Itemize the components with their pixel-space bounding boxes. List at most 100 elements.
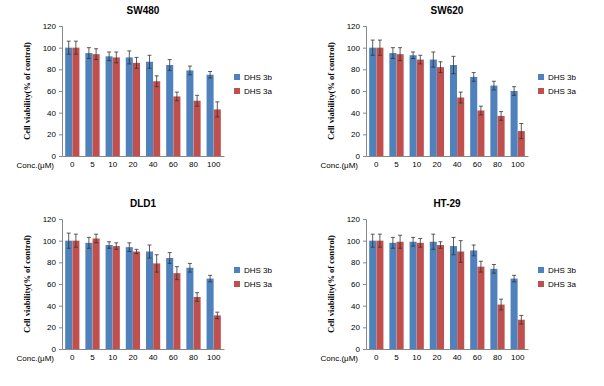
legend-item: DHS 3b <box>538 266 577 275</box>
legend-swatch <box>538 281 544 287</box>
legend-item: DHS 3b <box>538 73 577 82</box>
y-tick: 60 <box>47 87 62 96</box>
error-cap <box>114 52 118 53</box>
error-stem <box>88 237 89 248</box>
error-cap <box>94 59 98 60</box>
legend-swatch <box>234 281 240 287</box>
error-cap <box>188 263 192 264</box>
error-bar <box>114 52 118 63</box>
x-tick: 0 <box>70 349 75 362</box>
error-stem <box>372 40 373 55</box>
bar <box>470 77 477 156</box>
x-tick: 80 <box>493 156 502 169</box>
error-cap <box>67 248 71 249</box>
error-cap <box>378 40 382 41</box>
y-tick-mark <box>59 69 62 70</box>
x-tick: 100 <box>207 156 221 169</box>
error-cap <box>168 263 172 264</box>
error-cap <box>135 249 139 250</box>
error-cap <box>371 55 375 56</box>
y-tick-label: 120 <box>43 22 57 31</box>
error-stem <box>392 237 393 248</box>
y-tick-mark <box>59 349 62 350</box>
error-bar <box>175 92 179 101</box>
error-cap <box>215 101 219 102</box>
legend-item: DHS 3b <box>234 73 273 82</box>
error-cap <box>519 324 523 325</box>
error-cap <box>107 248 111 249</box>
error-cap <box>472 81 476 82</box>
error-stem <box>96 49 97 60</box>
bar <box>113 57 120 156</box>
error-cap <box>168 59 172 60</box>
error-bar <box>127 51 131 64</box>
error-cap <box>411 58 415 59</box>
error-cap <box>74 54 78 55</box>
x-tick-label: 80 <box>189 353 198 362</box>
error-stem <box>493 81 494 90</box>
error-bar <box>439 62 443 73</box>
bar <box>389 243 396 349</box>
y-tick-mark <box>59 241 62 242</box>
legend-swatch <box>234 88 240 94</box>
error-bar <box>94 234 98 243</box>
bar <box>490 269 497 349</box>
y-tick: 60 <box>351 280 366 289</box>
error-bar <box>431 234 435 249</box>
error-cap <box>472 245 476 246</box>
bar <box>470 250 477 349</box>
error-cap <box>74 234 78 235</box>
y-axis-line <box>363 220 367 350</box>
error-bar <box>472 73 476 82</box>
error-bar <box>499 299 503 310</box>
error-cap <box>215 318 219 319</box>
x-tick-label: 100 <box>207 160 221 169</box>
x-tick: 60 <box>473 156 482 169</box>
bar <box>106 245 113 349</box>
error-bar <box>479 106 483 115</box>
error-stem <box>501 112 502 121</box>
series <box>72 234 220 349</box>
x-tick-label: 0 <box>374 160 379 169</box>
bar <box>153 81 160 156</box>
error-stem <box>169 60 170 71</box>
error-stem <box>116 243 117 250</box>
error-cap <box>371 234 375 235</box>
error-cap <box>175 279 179 280</box>
error-stem <box>189 263 190 272</box>
x-tick-label: 60 <box>473 160 482 169</box>
error-bar <box>87 237 91 248</box>
error-stem <box>136 249 137 253</box>
bar <box>173 273 180 349</box>
x-tick-label: 80 <box>189 160 198 169</box>
bar <box>369 241 376 349</box>
legend-label: DHS 3a <box>244 280 273 289</box>
y-tick: 60 <box>351 87 366 96</box>
error-bar <box>74 234 78 247</box>
error-cap <box>512 95 516 96</box>
error-stem <box>176 267 177 280</box>
y-tick-label: 20 <box>47 130 56 139</box>
bar <box>437 245 444 349</box>
error-cap <box>451 56 455 57</box>
series <box>376 40 524 156</box>
y-tick: 120 <box>43 22 62 31</box>
y-tick: 40 <box>351 109 366 118</box>
y-tick-label: 40 <box>351 109 360 118</box>
x-tick-label: 10 <box>108 160 117 169</box>
x-tick-label: 0 <box>70 160 75 169</box>
error-bar <box>155 255 159 272</box>
y-tick: 40 <box>47 302 62 311</box>
x-tick: 20 <box>432 156 441 169</box>
bar <box>376 241 383 349</box>
error-cap <box>67 41 71 42</box>
panel: SW620020406080100120051020406080100Conc.… <box>321 5 577 170</box>
bar <box>106 56 113 156</box>
error-bar <box>195 95 199 106</box>
error-cap <box>378 234 382 235</box>
error-cap <box>492 273 496 274</box>
y-tick: 100 <box>43 237 62 246</box>
x-tick-label: 60 <box>169 353 178 362</box>
y-tick-label: 60 <box>351 280 360 289</box>
error-bar <box>168 253 172 264</box>
